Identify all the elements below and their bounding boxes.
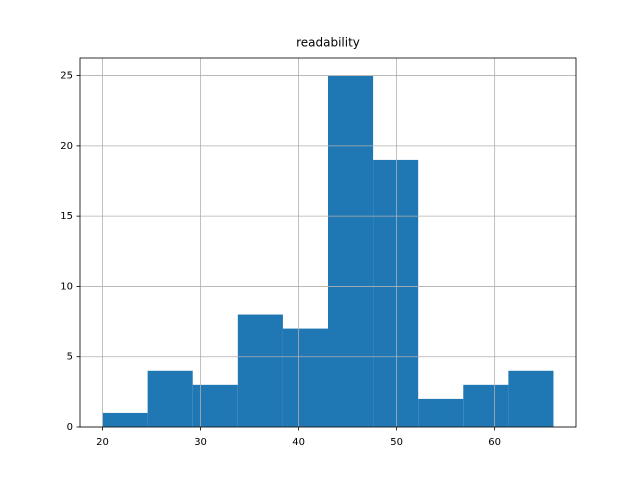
x-tick-label: 20 xyxy=(96,437,109,448)
y-tick-label: 5 xyxy=(67,352,73,363)
bar xyxy=(237,314,283,427)
y-tick-label: 10 xyxy=(60,281,73,292)
x-tick-label: 60 xyxy=(488,437,501,448)
bar xyxy=(147,370,193,427)
bar xyxy=(328,75,374,428)
plot-frame xyxy=(79,57,577,428)
bar xyxy=(508,370,554,427)
y-tick-label: 0 xyxy=(67,422,73,433)
bar xyxy=(192,384,238,427)
bar xyxy=(418,398,464,427)
bar xyxy=(463,384,509,427)
bar xyxy=(102,412,148,427)
y-tick-label: 25 xyxy=(60,71,73,82)
x-tick-label: 30 xyxy=(194,437,207,448)
bar xyxy=(373,159,419,427)
y-tick-label: 20 xyxy=(60,141,73,152)
chart-title: readability xyxy=(296,36,360,50)
y-tick-label: 15 xyxy=(60,211,73,222)
x-tick-label: 40 xyxy=(292,437,305,448)
x-tick-label: 50 xyxy=(390,437,403,448)
bar xyxy=(282,328,328,427)
